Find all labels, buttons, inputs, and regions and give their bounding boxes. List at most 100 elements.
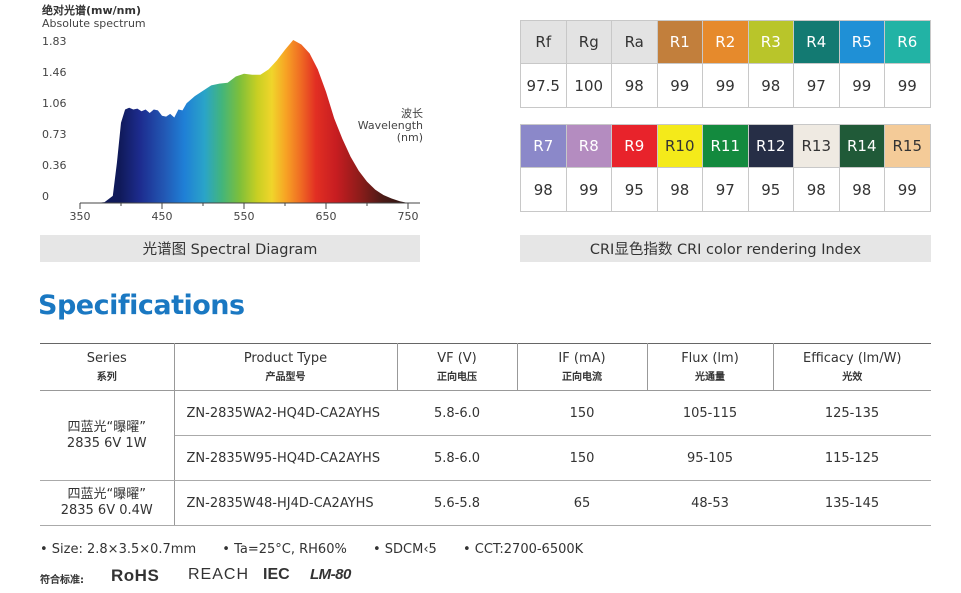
vf-cell: 5.8-6.0: [397, 390, 517, 436]
column-header-product-type: Product Type 产品型号: [174, 343, 398, 391]
efficacy-cell: 115-125: [773, 435, 931, 481]
rohs-logo: RoHS: [111, 566, 160, 585]
cri-value: 97.5: [521, 64, 567, 108]
y-tick-label: 0.73: [42, 128, 67, 141]
note-cct: • CCT:2700-6500K: [462, 542, 584, 557]
cri-table-2: R7 R8 R9 R10 R11 R12 R13 R14 R15 98 99 9…: [520, 124, 931, 212]
spec-notes: • Size: 2.8×3.5×0.7mm • Ta=25°C, RH60% •…: [40, 542, 605, 557]
reach-logo: REACH: [188, 566, 250, 583]
cri-header: R2: [703, 21, 749, 64]
cri-value: 97: [794, 64, 840, 108]
series-cell: 四蓝光“曝曜” 2835 6V 1W: [40, 390, 175, 481]
series-spec: 2835 6V 0.4W: [60, 503, 153, 518]
cri-value: 99: [885, 64, 931, 108]
cri-value: 99: [839, 64, 885, 108]
column-header-en: Product Type: [243, 351, 328, 366]
product-type-cell: ZN-2835WA2-HQ4D-CA2AYHS: [174, 390, 397, 436]
column-header-flux: Flux (lm) 光通量: [647, 343, 774, 391]
y-tick-label: 1.46: [42, 66, 67, 79]
vf-cell: 5.8-6.0: [397, 435, 517, 481]
column-header-cn: 正向电压: [437, 372, 477, 383]
note-sdcm: • SDCM‹5: [372, 542, 437, 557]
spectrum-area: [96, 40, 409, 203]
cri-header: R15: [885, 125, 931, 168]
table-row: 四蓝光“曝曜” 2835 6V 0.4W ZN-2835W48-HJ4D-CA2…: [40, 480, 931, 526]
table-header-row: Series 系列 Product Type 产品型号 VF (V) 正向电压 IF …: [40, 343, 931, 391]
y-tick-label: 1.06: [42, 97, 67, 110]
cri-caption: CRI显色指数 CRI color rendering Index: [520, 235, 931, 262]
if-cell: 65: [517, 480, 647, 526]
efficacy-cell: 125-135: [773, 390, 931, 436]
x-tick-label: 650: [315, 210, 337, 223]
if-cell: 150: [517, 435, 647, 481]
table-row: 四蓝光“曝曜” 2835 6V 1W ZN-2835WA2-HQ4D-CA2AY…: [40, 390, 931, 481]
x-tick-label: 550: [233, 210, 255, 223]
cri-value: 98: [794, 168, 840, 212]
cri-value: 98: [657, 168, 703, 212]
cri-header: R13: [794, 125, 840, 168]
cri-header: R1: [657, 21, 703, 64]
wavelength-unit: (nm): [396, 131, 423, 144]
column-header-en: VF (V): [437, 351, 477, 366]
cri-value: 99: [566, 168, 612, 212]
column-header-en: Flux (lm): [681, 351, 739, 366]
y-tick-label: 1.83: [42, 35, 67, 48]
cri-header: R3: [748, 21, 794, 64]
spectrum-title: 绝对光谱(mw/nm): [42, 4, 141, 17]
column-header-cn: 光效: [842, 372, 863, 383]
cri-value: 98: [612, 64, 658, 108]
cri-header: Ra: [612, 21, 658, 64]
iec-logo: IEC: [263, 566, 290, 583]
vf-cell: 5.6-5.8: [397, 480, 517, 526]
cri-header: R4: [794, 21, 840, 64]
cri-header: R12: [748, 125, 794, 168]
series-spec: 2835 6V 1W: [66, 435, 147, 451]
note-ta: • Ta=25°C, RH60%: [222, 542, 347, 557]
flux-cell: 95-105: [647, 435, 773, 481]
y-tick-label: 0.36: [42, 159, 67, 172]
efficacy-cell: 135-145: [773, 480, 931, 526]
x-tick-label: 350: [69, 210, 91, 223]
if-cell: 150: [517, 390, 647, 436]
cri-header: R10: [657, 125, 703, 168]
column-header-en: Series: [86, 351, 127, 366]
cri-header: Rg: [566, 21, 612, 64]
cri-header: R5: [839, 21, 885, 64]
spectrum-subtitle: Absolute spectrum: [42, 17, 146, 30]
column-header-cn: 光通量: [695, 372, 725, 383]
cri-header: Rf: [521, 21, 567, 64]
cri-header: R8: [566, 125, 612, 168]
series-cell: 四蓝光“曝曜” 2835 6V 0.4W: [40, 480, 175, 526]
cri-value: 100: [566, 64, 612, 108]
cri-value: 98: [521, 168, 567, 212]
flux-cell: 105-115: [647, 390, 773, 436]
cri-header: R6: [885, 21, 931, 64]
product-type-cell: ZN-2835W95-HQ4D-CA2AYHS: [174, 435, 397, 481]
y-tick-label: 0: [42, 190, 49, 203]
column-header-vf: VF (V) 正向电压: [397, 343, 518, 391]
cri-header: R14: [839, 125, 885, 168]
cri-header: R9: [612, 125, 658, 168]
product-type-cell: ZN-2835W48-HJ4D-CA2AYHS: [174, 480, 397, 526]
column-header-cn: 正向电流: [562, 372, 602, 383]
cri-header: R11: [703, 125, 749, 168]
column-header-cn: 系列: [96, 372, 117, 383]
cri-value: 99: [703, 64, 749, 108]
column-header-cn: 产品型号: [265, 372, 306, 383]
certifications-label: 符合标准:: [40, 575, 84, 586]
series-name: 四蓝光“曝曜”: [67, 487, 146, 502]
cri-value: 95: [748, 168, 794, 212]
cri-value: 98: [839, 168, 885, 212]
specifications-heading: Specifications: [38, 290, 245, 321]
table-row: ZN-2835W95-HQ4D-CA2AYHS 5.8-6.0 150 95-1…: [40, 435, 931, 481]
column-header-efficacy: Efficacy (lm/W) 光效: [773, 343, 931, 391]
cri-value: 99: [885, 168, 931, 212]
cri-value: 99: [657, 64, 703, 108]
lm80-logo: LM-80: [310, 566, 351, 583]
series-name: 四蓝光“曝曜”: [67, 419, 146, 435]
specifications-table: Series 系列 Product Type 产品型号 VF (V) 正向电压 IF …: [40, 343, 931, 526]
x-tick-label: 750: [397, 210, 419, 223]
column-header-en: Efficacy (lm/W): [802, 351, 902, 366]
note-size: • Size: 2.8×3.5×0.7mm: [40, 542, 197, 557]
column-header-if: IF (mA) 正向电流: [517, 343, 648, 391]
